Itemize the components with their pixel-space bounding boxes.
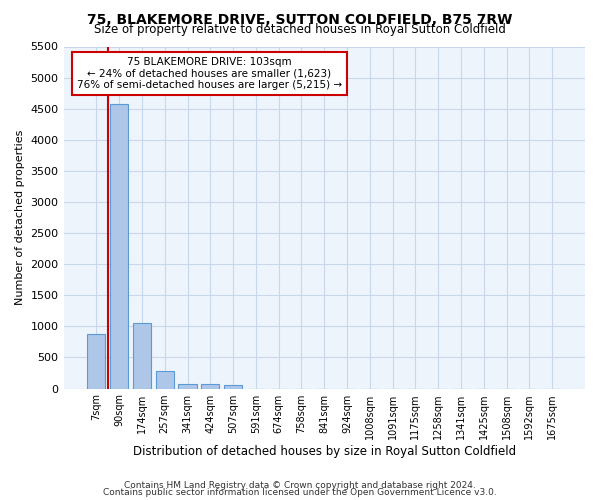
Bar — [201, 384, 220, 388]
Text: 75 BLAKEMORE DRIVE: 103sqm
← 24% of detached houses are smaller (1,623)
76% of s: 75 BLAKEMORE DRIVE: 103sqm ← 24% of deta… — [77, 57, 342, 90]
Bar — [87, 334, 106, 388]
Text: 75, BLAKEMORE DRIVE, SUTTON COLDFIELD, B75 7RW: 75, BLAKEMORE DRIVE, SUTTON COLDFIELD, B… — [88, 12, 512, 26]
X-axis label: Distribution of detached houses by size in Royal Sutton Coldfield: Distribution of detached houses by size … — [133, 444, 516, 458]
Text: Size of property relative to detached houses in Royal Sutton Coldfield: Size of property relative to detached ho… — [94, 22, 506, 36]
Text: Contains HM Land Registry data © Crown copyright and database right 2024.: Contains HM Land Registry data © Crown c… — [124, 480, 476, 490]
Bar — [178, 384, 197, 388]
Text: Contains public sector information licensed under the Open Government Licence v3: Contains public sector information licen… — [103, 488, 497, 497]
Bar — [224, 386, 242, 388]
Bar — [133, 322, 151, 388]
Y-axis label: Number of detached properties: Number of detached properties — [15, 130, 25, 305]
Bar — [110, 104, 128, 389]
Bar — [155, 372, 174, 388]
